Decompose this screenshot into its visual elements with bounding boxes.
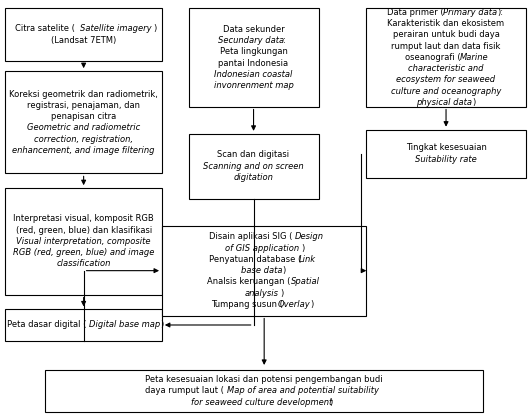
Text: characteristic and: characteristic and xyxy=(408,64,484,73)
Text: ): ) xyxy=(473,98,476,107)
Text: base data: base data xyxy=(241,266,282,275)
Text: (red, green, blue) dan klasifikasi: (red, green, blue) dan klasifikasi xyxy=(15,226,152,234)
Text: ): ) xyxy=(153,24,157,33)
Text: Primary data: Primary data xyxy=(443,8,497,17)
Text: Spatial: Spatial xyxy=(291,278,320,286)
Text: Peta lingkungan: Peta lingkungan xyxy=(220,47,287,56)
Bar xyxy=(5,8,162,61)
Text: Link: Link xyxy=(299,255,316,264)
Text: Data primer (: Data primer ( xyxy=(388,8,444,17)
Text: Suitability rate: Suitability rate xyxy=(415,155,477,164)
Text: culture and oceanography: culture and oceanography xyxy=(391,87,501,96)
Text: Citra satelite (: Citra satelite ( xyxy=(15,24,74,33)
Text: digitation: digitation xyxy=(234,173,273,182)
Text: penapisan citra: penapisan citra xyxy=(51,112,116,121)
Bar xyxy=(45,370,483,412)
Text: Satellite imagery: Satellite imagery xyxy=(80,24,152,33)
Text: Visual interpretation, composite: Visual interpretation, composite xyxy=(16,237,151,246)
Text: Koreksi geometrik dan radiometrik,: Koreksi geometrik dan radiometrik, xyxy=(9,89,158,99)
Text: Interpretasi visual, komposit RGB: Interpretasi visual, komposit RGB xyxy=(13,214,154,223)
Bar xyxy=(189,134,319,199)
Text: daya rumput laut (: daya rumput laut ( xyxy=(144,386,224,395)
Text: Design: Design xyxy=(295,232,324,242)
Text: Secundary data: Secundary data xyxy=(218,36,285,45)
Text: Tingkat kesesuaian: Tingkat kesesuaian xyxy=(406,143,486,153)
Text: Digital base map: Digital base map xyxy=(89,321,160,329)
Text: perairan untuk budi daya: perairan untuk budi daya xyxy=(392,31,500,39)
Text: Tumpang susun (: Tumpang susun ( xyxy=(211,300,283,309)
Text: for seaweed culture development: for seaweed culture development xyxy=(191,398,332,407)
Text: ): ) xyxy=(282,266,285,275)
Text: oseanografi (: oseanografi ( xyxy=(405,53,461,62)
Bar xyxy=(5,188,162,295)
Text: ): ) xyxy=(280,289,283,298)
Text: Map of area and potential suitability: Map of area and potential suitability xyxy=(227,386,379,395)
Text: of GIS application: of GIS application xyxy=(225,244,299,252)
Text: Geometric and radiometric: Geometric and radiometric xyxy=(27,123,140,133)
Text: Karakteristik dan ekosistem: Karakteristik dan ekosistem xyxy=(388,19,504,28)
Text: Peta kesesuaian lokasi dan potensi pengembangan budi: Peta kesesuaian lokasi dan potensi penge… xyxy=(145,375,383,384)
Bar xyxy=(189,8,319,107)
Text: Data sekunder: Data sekunder xyxy=(222,25,285,34)
Text: Overlay: Overlay xyxy=(278,300,311,309)
Text: RGB (red, green, blue) and image: RGB (red, green, blue) and image xyxy=(13,248,155,257)
Text: ):: ): xyxy=(497,8,503,17)
Text: (Landsat 7ETM): (Landsat 7ETM) xyxy=(51,36,116,45)
Text: ): ) xyxy=(310,300,313,309)
Text: ecosystem for seaweed: ecosystem for seaweed xyxy=(397,76,495,84)
Text: Marine: Marine xyxy=(460,53,489,62)
Text: analysis: analysis xyxy=(245,289,279,298)
Text: Disain aplikasi SIG (: Disain aplikasi SIG ( xyxy=(210,232,293,242)
Text: physical data: physical data xyxy=(416,98,472,107)
Text: Peta dasar digital (: Peta dasar digital ( xyxy=(7,321,87,329)
Text: pantai Indonesia: pantai Indonesia xyxy=(218,59,289,68)
Bar xyxy=(162,226,366,316)
Bar xyxy=(5,309,162,341)
Text: Scanning and on screen: Scanning and on screen xyxy=(203,162,304,171)
Text: classification: classification xyxy=(56,260,111,268)
Text: Analsis keruangan (: Analsis keruangan ( xyxy=(207,278,290,286)
Text: rumput laut dan data fisik: rumput laut dan data fisik xyxy=(391,42,501,51)
Text: ): ) xyxy=(160,321,163,329)
Text: correction, registration,: correction, registration, xyxy=(34,135,133,144)
Text: :: : xyxy=(282,36,285,45)
Text: enhancement, and image filtering: enhancement, and image filtering xyxy=(12,146,155,155)
Text: ): ) xyxy=(330,398,333,407)
Bar xyxy=(366,8,526,107)
Bar xyxy=(366,130,526,178)
Text: Penyatuan database (: Penyatuan database ( xyxy=(209,255,302,264)
Bar xyxy=(5,71,162,173)
Text: invonrenment map: invonrenment map xyxy=(213,81,294,90)
Text: ): ) xyxy=(302,244,305,252)
Text: Scan dan digitasi: Scan dan digitasi xyxy=(218,150,289,159)
Text: Indonesian coastal: Indonesian coastal xyxy=(215,70,293,79)
Text: registrasi, penajaman, dan: registrasi, penajaman, dan xyxy=(27,101,140,110)
